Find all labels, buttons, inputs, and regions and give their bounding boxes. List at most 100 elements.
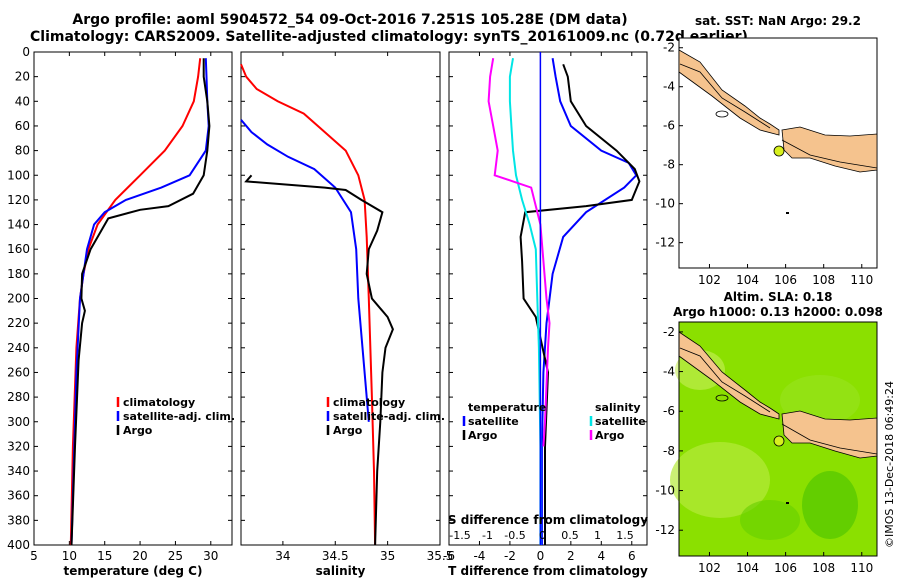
- sal-xlabel: salinity: [316, 564, 366, 578]
- sst-map-ytick-label: -6: [663, 119, 675, 133]
- sst-map-ytick-label: -12: [655, 236, 675, 250]
- sst-map-xtick-label: 108: [812, 273, 835, 287]
- enggano-island-2: [715, 394, 729, 402]
- sla-map-contour: [679, 347, 878, 455]
- ytick-label: 60: [15, 119, 30, 133]
- ytick-label: 100: [7, 168, 30, 182]
- ytick-label: 20: [15, 70, 30, 84]
- diff-legend-left-label: temperature: [468, 401, 546, 414]
- sst-map-xtick-label: 106: [774, 273, 797, 287]
- diff-xtick-label: -4: [473, 549, 485, 563]
- ytick-label: 200: [7, 292, 30, 306]
- temp-legend-label: climatology: [123, 396, 195, 409]
- diff-legend-right-label: Argo: [595, 429, 625, 442]
- sst-map-xtick-label: 102: [698, 273, 721, 287]
- sal-series-satellite-adj-clim-: [240, 119, 370, 422]
- diff-xtick-label: 4: [597, 549, 605, 563]
- sla-map-title-2: Argo h1000: 0.13 h2000: 0.098: [673, 305, 883, 319]
- sal-xtick-label: 34.5: [322, 549, 349, 563]
- sla-map-ytick-label: -12: [655, 523, 675, 537]
- sal-xtick-label: 34: [275, 549, 290, 563]
- sla-map-ytick-label: -4: [663, 365, 675, 379]
- diff-xtick-label: 2: [567, 549, 575, 563]
- ytick-label: 280: [7, 390, 30, 404]
- small-island: [786, 212, 789, 214]
- diff-legend-left-label: Argo: [468, 429, 498, 442]
- diff-series-salinity-satellite: [508, 58, 542, 545]
- sal-series-climatology: [240, 63, 377, 546]
- map-tick-labels: 102 104 106 108 110 -2 -4 -6 -8 -10 -12 102 104 106 10…: [655, 41, 873, 575]
- argo-location-marker-2: [773, 435, 785, 447]
- temp-xtick-label: 15: [97, 549, 112, 563]
- ytick-label: 140: [7, 218, 30, 232]
- sst-map-ytick-label: -4: [663, 80, 675, 94]
- ytick-label: 220: [7, 316, 30, 330]
- sla-map-frame: [678, 321, 878, 557]
- diff-xtick2-label: 0: [539, 529, 546, 542]
- sal-xtick-label: 35.5: [427, 549, 454, 563]
- ytick-label: 400: [7, 538, 30, 552]
- diff-xtick2-label: 1: [594, 529, 601, 542]
- enggano-island: [715, 110, 729, 118]
- sst-map-panel: [678, 37, 878, 269]
- sal-xtick-label: 35: [380, 549, 395, 563]
- ytick-label: 320: [7, 439, 30, 453]
- sal-plot-frame: [240, 51, 441, 546]
- ytick-label: 260: [7, 365, 30, 379]
- sal-legend-label: Argo: [333, 424, 363, 437]
- small-island-2: [786, 502, 789, 504]
- diff-xlabel2: S difference from climatology: [448, 513, 648, 527]
- figure-title-line-2: Climatology: CARS2009. Satellite-adjuste…: [30, 29, 748, 45]
- ytick-label: 80: [15, 144, 30, 158]
- sst-map-xtick-label: 110: [850, 273, 873, 287]
- temperature-panel: 0 20 40 60 80 100 120 140 160 180 200 220 240 260 280 3…: [7, 45, 235, 578]
- sst-map-contour: [679, 63, 878, 169]
- java-land: [781, 126, 878, 173]
- temp-legend-label: satellite-adj. clim.: [123, 410, 235, 423]
- ytick-label: 300: [7, 415, 30, 429]
- sla-map-ytick-label: -8: [663, 444, 675, 458]
- diff-xtick-label: 0: [537, 549, 545, 563]
- sla-map-xtick-label: 102: [698, 561, 721, 575]
- diff-xlabel: T difference from climatology: [448, 564, 648, 578]
- sal-legend-label: satellite-adj. clim.: [333, 410, 445, 423]
- salinity-panel: 34 34.5 35 35.5 salinity climatologysatellite…: [240, 51, 454, 578]
- sumatra-land: [678, 49, 780, 136]
- diff-xtick-label: 6: [628, 549, 636, 563]
- figure-title-line-1: Argo profile: aoml 5904572_54 09-Oct-201…: [72, 12, 628, 28]
- ytick-label: 180: [7, 267, 30, 281]
- ytick-label: 240: [7, 341, 30, 355]
- diff-xtick-label: -2: [504, 549, 516, 563]
- diff-xtick2-label: -1.5: [449, 529, 470, 542]
- sla-map-xtick-label: 106: [774, 561, 797, 575]
- sumatra-land-2: [678, 331, 780, 420]
- sst-map-ytick-label: -10: [655, 197, 675, 211]
- sla-map-ytick-label: -6: [663, 404, 675, 418]
- temp-xtick-label: 20: [132, 549, 147, 563]
- sla-map-panel: [670, 321, 878, 557]
- temp-xlabel: temperature (deg C): [64, 564, 203, 578]
- argo-location-marker: [773, 145, 785, 157]
- footer-credit: ©IMOS 13-Dec-2018 06:49:24: [883, 381, 896, 548]
- ytick-label: 380: [7, 513, 30, 527]
- diff-xtick-label: -6: [443, 549, 455, 563]
- temp-legend-label: Argo: [123, 424, 153, 437]
- ytick-label: 340: [7, 464, 30, 478]
- temp-xtick-label: 5: [30, 549, 38, 563]
- temp-xtick-label: 10: [62, 549, 77, 563]
- sla-map-xtick-label: 108: [812, 561, 835, 575]
- temp-xtick-label: 30: [203, 549, 218, 563]
- sal-legend-label: climatology: [333, 396, 405, 409]
- ytick-label: 160: [7, 242, 30, 256]
- sst-map-ytick-label: -2: [663, 41, 675, 55]
- ytick-label: 0: [22, 45, 30, 59]
- diff-series-salinity-argo: [487, 58, 551, 447]
- sla-blob-4: [740, 500, 800, 540]
- difference-panel: -6 -4 -2 0 2 4 6T difference from climatology t…: [443, 51, 648, 578]
- diff-legend-left-label: satellite: [468, 415, 519, 428]
- diff-xtick2-label: 0.5: [561, 529, 579, 542]
- sla-map-ytick-label: -2: [663, 325, 675, 339]
- diff-xtick2-label: -0.5: [504, 529, 525, 542]
- sal-series-argo: [244, 174, 394, 546]
